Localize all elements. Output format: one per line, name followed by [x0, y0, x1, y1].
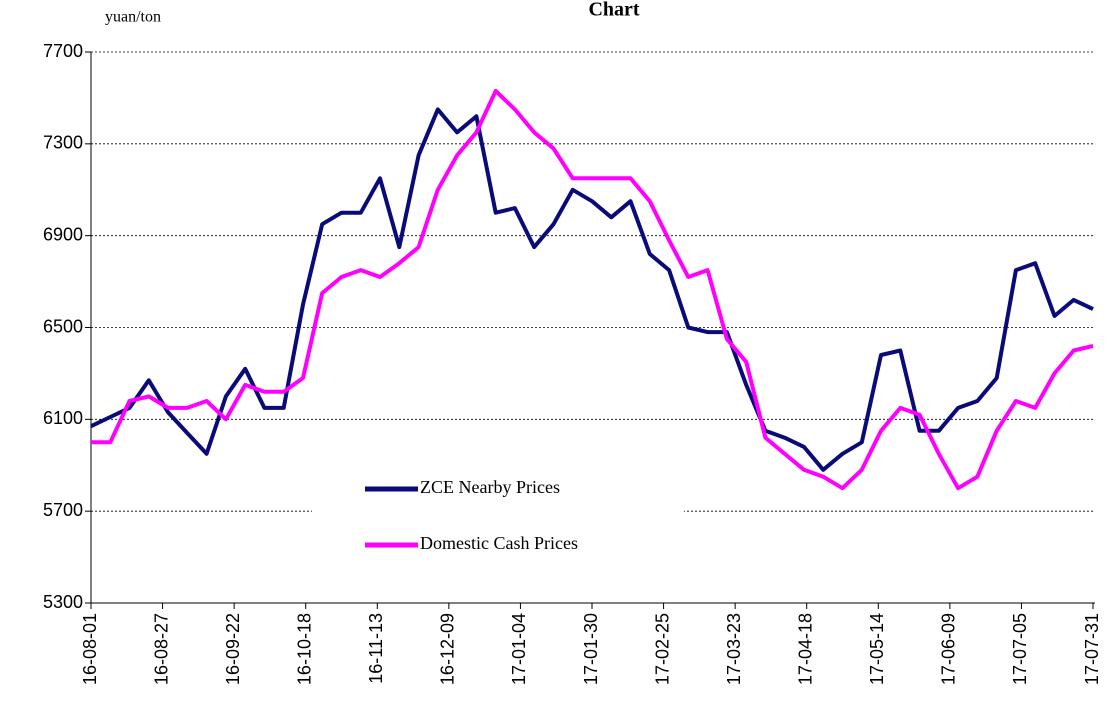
- x-tick-label: 17-02-25: [652, 613, 672, 685]
- x-tick-label: 17-05-14: [867, 613, 887, 685]
- x-tick-label: 17-06-09: [939, 613, 959, 685]
- x-tick-label: 16-11-13: [366, 613, 386, 684]
- y-tick-label: 6500: [43, 316, 83, 336]
- x-tick-label: 17-04-18: [795, 613, 815, 685]
- x-tick-label: 16-08-01: [80, 613, 100, 685]
- x-tick-label: 17-03-23: [724, 613, 744, 685]
- x-tick-label: 17-07-31: [1082, 613, 1102, 685]
- x-tick-label: 16-10-18: [294, 613, 314, 685]
- x-tick-label: 17-01-04: [509, 613, 529, 685]
- y-tick-label: 6900: [43, 224, 83, 244]
- y-tick-label: 5700: [43, 500, 83, 520]
- legend-box: [312, 468, 684, 568]
- chart-title: Chart: [588, 0, 639, 21]
- y-axis-label: yuan/ton: [105, 9, 161, 26]
- x-tick-label: 17-07-05: [1010, 613, 1030, 685]
- x-tick-label: 16-08-27: [151, 613, 171, 685]
- y-tick-label: 7700: [43, 41, 83, 61]
- legend-label: ZCE Nearby Prices: [420, 477, 560, 497]
- x-tick-label: 17-01-30: [581, 613, 601, 685]
- y-tick-label: 7300: [43, 133, 83, 153]
- y-tick-label: 6100: [43, 408, 83, 428]
- x-tick-label: 16-12-09: [438, 613, 458, 685]
- legend-label: Domestic Cash Prices: [420, 533, 578, 553]
- series-line: [90, 107, 1094, 472]
- y-tick-label: 5300: [43, 592, 83, 612]
- x-tick-label: 16-09-22: [223, 613, 243, 685]
- series-line: [91, 89, 1094, 491]
